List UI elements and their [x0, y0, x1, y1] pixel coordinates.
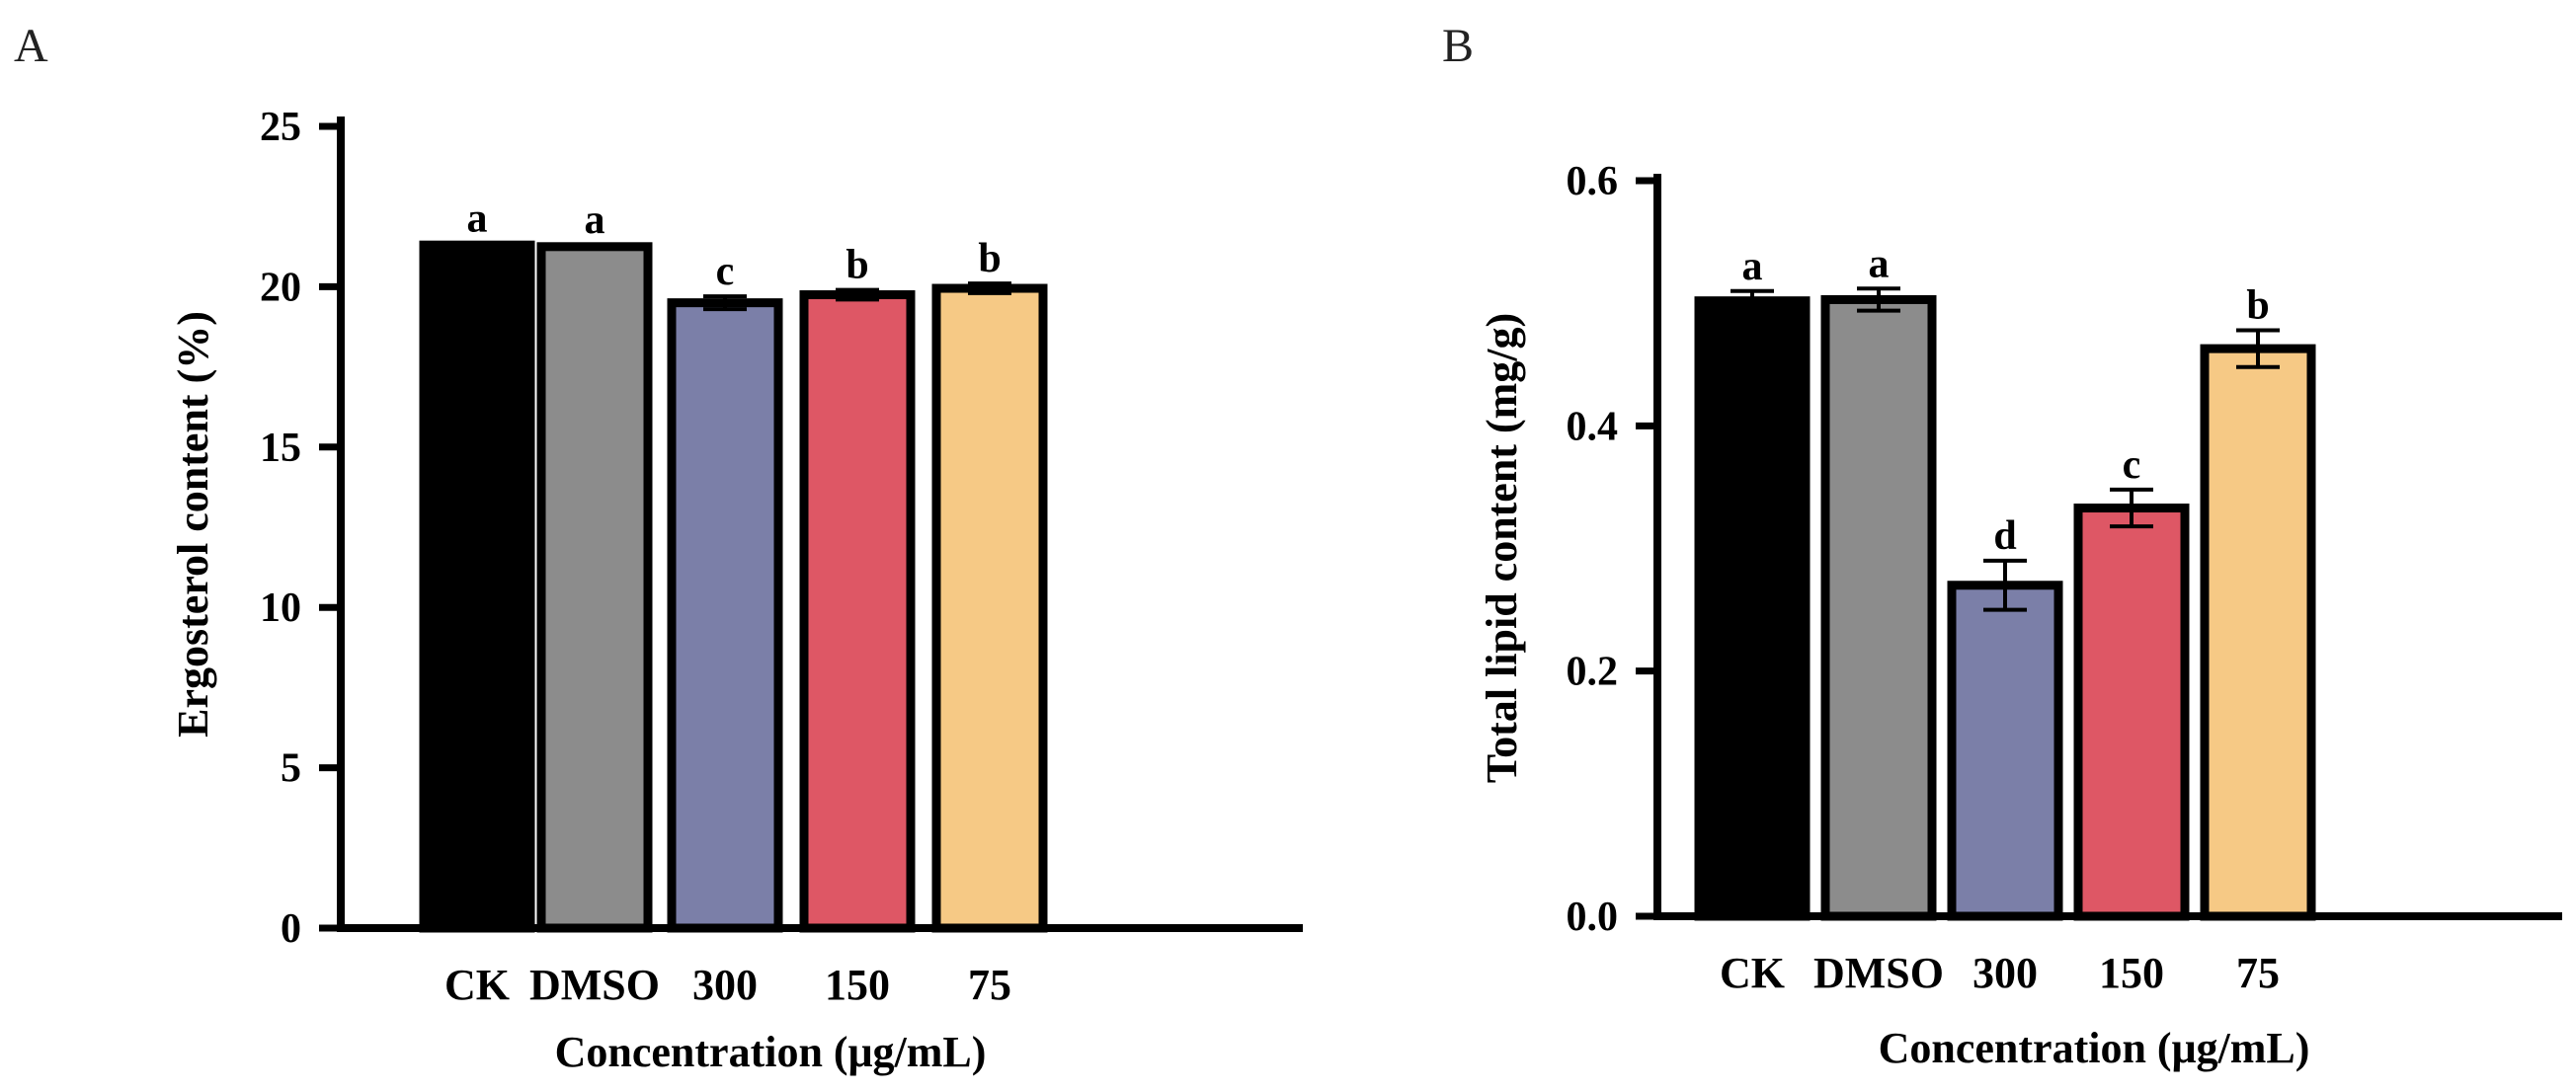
panel-b: B Total lipid content (mg/g) Concentrati…: [1442, 20, 2562, 1072]
panel-b-significance-letter: b: [2246, 282, 2269, 328]
panel-a-category-label: DMSO: [529, 961, 660, 1009]
panel-a-y-axis-title: Ergosterol content (%): [169, 311, 217, 738]
panel-a-bar-150: [799, 290, 916, 933]
panel-b-bar-300: [1947, 581, 2063, 921]
panel-b-category-label: 150: [2099, 949, 2164, 997]
panel-b-label: B: [1442, 20, 1474, 72]
panel-a-category-label: 150: [825, 961, 890, 1009]
panel-a-significance-letter: b: [845, 243, 868, 288]
panel-a-significance-letter: a: [585, 197, 605, 243]
panel-b-significance-letter: a: [1742, 244, 1763, 289]
panel-b-bar-150: [2073, 504, 2190, 921]
panel-b-category-label: 300: [1972, 949, 2038, 997]
panel-b-y-tick-label: 0.6: [1567, 159, 1619, 204]
panel-b-significance-letter: c: [2123, 442, 2141, 488]
panel-a-label: A: [14, 20, 48, 72]
panel-a-y-tick-label: 5: [281, 746, 301, 792]
panel-b-x-axis-title: Concentration (μg/mL): [1879, 1024, 2310, 1072]
panel-a-y-tick-label: 0: [281, 906, 301, 952]
panel-a-y-tick-label: 10: [260, 585, 301, 631]
panel-b-significance-letter: d: [1993, 513, 2016, 559]
panel-a-bars: a CK a DMSO c 300 b 150 b 75: [419, 196, 1048, 1009]
panel-b-bar-75: [2200, 344, 2316, 921]
panel-b-y-axis-title: Total lipid content (mg/g): [1478, 313, 1526, 783]
panel-a-y-tick-label: 15: [260, 426, 301, 471]
panel-a-y-tick-label: 25: [260, 105, 301, 150]
panel-a-significance-letter: b: [978, 236, 1001, 281]
panel-a-bar-300: [667, 298, 783, 933]
panel-b-ticks: 0.0 0.2 0.4 0.6: [1567, 159, 1657, 940]
panel-b-category-label: DMSO: [1813, 949, 1944, 997]
panel-a-x-axis-title: Concentration (μg/mL): [555, 1028, 987, 1076]
panel-a-bar-ck: [419, 240, 535, 933]
panel-a-category-label: CK: [444, 961, 510, 1009]
panel-a-category-label: 75: [968, 961, 1011, 1009]
panel-a-y-tick-label: 20: [260, 265, 301, 310]
panel-b-significance-letter: a: [1869, 241, 1890, 286]
panel-b-category-label: 75: [2236, 949, 2280, 997]
panel-b-bar-dmso: [1820, 294, 1937, 921]
panel-a-significance-letter: c: [716, 249, 735, 294]
panel-b-y-tick-label: 0.2: [1567, 650, 1619, 695]
panel-b-category-label: CK: [1720, 949, 1785, 997]
panel-b-bar-ck: [1694, 296, 1811, 921]
panel-b-y-tick-label: 0.0: [1567, 895, 1619, 940]
panel-b-y-tick-label: 0.4: [1567, 404, 1619, 449]
panel-a-bar-75: [931, 283, 1048, 933]
panel-a-bar-dmso: [536, 242, 653, 933]
panel-a-ticks: 0 5 10 15 20 25: [260, 105, 341, 952]
panel-a-category-label: 300: [692, 961, 758, 1009]
panel-a-significance-letter: a: [467, 196, 488, 242]
panel-a: A Ergosterol content (%) Concentration (…: [14, 20, 1303, 1076]
panel-b-bars: a CK a DMSO d 300 c 150 b 75: [1694, 241, 2316, 997]
